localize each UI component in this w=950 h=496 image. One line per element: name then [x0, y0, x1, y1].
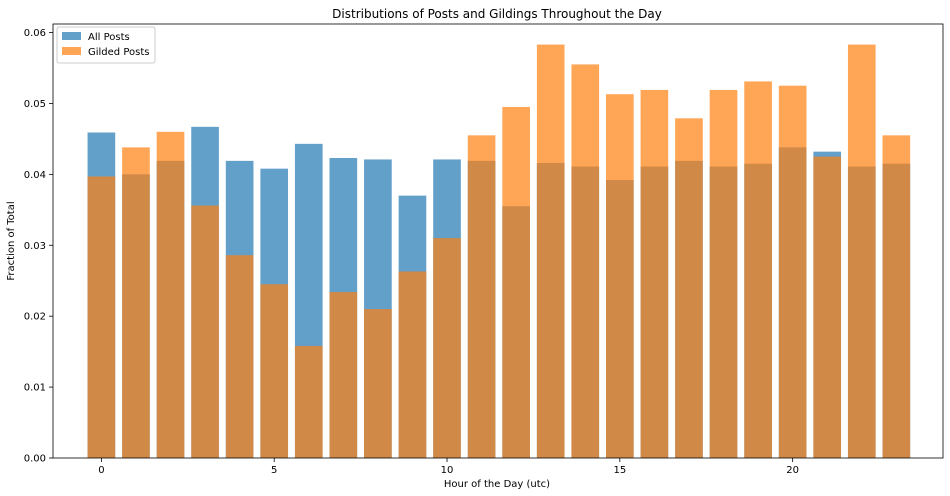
y-axis-label: Fraction of Total: [6, 201, 17, 280]
legend-label-gilded-posts: Gilded Posts: [88, 47, 149, 58]
x-tick-label: 0: [98, 465, 104, 476]
x-tick-label: 15: [613, 465, 626, 476]
y-tick-label: 0.02: [24, 312, 46, 323]
legend-swatch-gilded-posts: [62, 47, 81, 55]
y-tick-label: 0.05: [24, 99, 46, 110]
legend-swatch-all-posts: [62, 32, 81, 40]
bar-gilded-posts-21: [813, 156, 842, 459]
bar-gilded-posts-18: [709, 89, 738, 458]
y-axis-ticks: 0.00 0.01 0.02 0.03 0.04 0.05 0.06: [24, 28, 53, 465]
y-tick-label: 0.06: [24, 28, 46, 39]
legend-label-all-posts: All Posts: [88, 32, 130, 43]
bar-gilded-posts-7: [329, 292, 358, 458]
bar-gilded-posts-10: [433, 238, 461, 458]
bar-gilded-posts-22: [847, 44, 876, 458]
bar-gilded-posts-15: [606, 94, 634, 459]
legend: All Posts Gilded Posts: [56, 26, 156, 64]
bar-gilded-posts-9: [398, 271, 427, 458]
bar-gilded-posts-20: [778, 85, 807, 458]
bar-gilded-posts-1: [122, 147, 150, 458]
x-tick-label: 10: [441, 465, 454, 476]
chart-title: Distributions of Posts and Gildings Thro…: [332, 7, 662, 21]
plot-frame: [52, 23, 944, 459]
y-tick-label: 0.01: [24, 383, 46, 394]
bar-gilded-posts-8: [364, 309, 392, 458]
bars-group: [87, 44, 911, 459]
y-tick-label: 0.03: [24, 241, 46, 252]
y-tick-label: 0.04: [24, 170, 46, 181]
bar-gilded-posts-3: [191, 205, 219, 458]
bar-gilded-posts-5: [260, 284, 289, 458]
y-tick-label: 0.00: [24, 454, 46, 465]
bar-gilded-posts-4: [225, 255, 254, 458]
bar-gilded-posts-0: [87, 176, 116, 458]
x-tick-label: 20: [786, 465, 799, 476]
legend-box: [56, 26, 156, 64]
bar-gilded-posts-19: [744, 81, 772, 458]
bar-gilded-posts-13: [536, 44, 565, 458]
x-axis-ticks: 0 5 10 15 20: [98, 458, 799, 476]
bar-gilded-posts-23: [882, 135, 911, 458]
x-tick-label: 5: [271, 465, 277, 476]
bar-gilded-posts-12: [502, 106, 530, 458]
bar-gilded-posts-6: [294, 345, 323, 458]
bar-gilded-posts-11: [467, 135, 496, 458]
bar-gilded-posts-2: [156, 131, 185, 459]
bar-gilded-posts-17: [675, 118, 703, 458]
bar-gilded-posts-14: [571, 64, 600, 459]
bar-gilded-posts-16: [640, 89, 669, 458]
x-axis-label: Hour of the Day (utc): [444, 479, 550, 490]
